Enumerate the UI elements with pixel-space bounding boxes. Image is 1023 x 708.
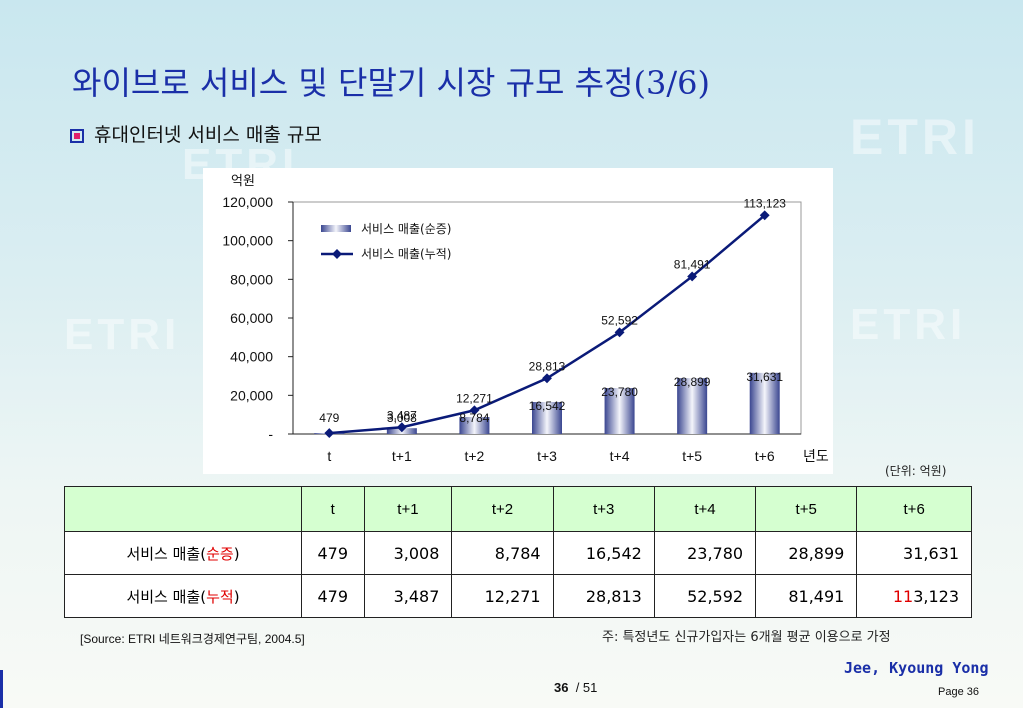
table-header-cell: t+6 [856,486,972,532]
table-row: 서비스 매출(순증) 479 3,008 8,784 16,542 23,780… [64,531,972,575]
bar-value-label: 23,780 [601,385,638,399]
line-value-label: 52,592 [601,313,638,327]
watermark-logo: ETRI [850,109,980,165]
slide-subtitle: 휴대인터넷 서비스 매출 규모 [70,120,322,147]
table-cell: 31,631 [856,531,972,575]
square-bullet-icon [70,129,84,143]
table-header-cell: t+2 [451,486,554,532]
bar-value-label: 31,631 [746,370,783,384]
bar [532,402,562,434]
legend-bar-swatch [321,225,351,232]
x-tick-label: t+5 [682,448,702,464]
x-tick-label: t+4 [610,448,630,464]
y-tick-label: 80,000 [230,271,273,287]
legend-line-label: 서비스 매출(누적) [361,247,451,261]
line-point [759,210,770,221]
bar [459,417,490,434]
line-point [396,422,407,433]
line-value-label: 113,123 [743,196,786,210]
table-header-cell [64,486,302,532]
left-accent-bar [0,670,3,708]
bar-value-label: 8,784 [459,411,489,425]
revenue-chart: - 20,000 40,000 60,000 80,000 100,000 120,000 억… [222,174,829,465]
line-value-label: 12,271 [456,391,493,405]
unit-note: (단위: 억원) [885,464,947,478]
table-cell: 3,487 [363,574,453,618]
bar-value-label: 479 [319,411,339,425]
bar [749,372,780,434]
table-cell: 52,592 [653,574,757,618]
watermark-logo: ETRI [64,310,181,359]
y-tick-label: 60,000 [230,310,273,326]
y-tick-label: 120,000 [222,194,273,210]
row-label: 서비스 매출(순증) [64,531,302,575]
x-axis-title: 년도 [803,449,829,465]
y-tick-label: 100,000 [222,233,273,249]
line-value-label: 81,491 [674,257,711,271]
y-tick-label: - [268,426,273,442]
bar-value-label: 3,008 [387,411,417,425]
y-tick-label: 20,000 [230,387,273,403]
x-tick-label: t+1 [392,448,412,464]
line-value-label: 3,487 [387,408,417,422]
table-cell: 28,899 [755,531,858,575]
author-name: Jee, Kyoung Yong [844,659,989,677]
row-label: 서비스 매출(누적) [64,574,302,618]
line-value-label: 28,813 [529,359,566,373]
bar-value-label: 16,542 [529,399,566,413]
table-cell: 479 [301,531,365,575]
x-tick-label: t+2 [464,448,484,464]
table-header-cell: t+3 [552,486,655,532]
x-tick-label: t+6 [755,448,775,464]
line-point [614,327,625,338]
legend-line-marker [332,249,342,259]
table-header-cell: t+4 [653,486,757,532]
y-tick-label: 40,000 [230,349,273,365]
y-axis-title: 억원 [231,174,255,189]
page-counter: 36 / 51 [554,680,598,695]
table-cell: 8,784 [451,531,554,575]
table-cell: 81,491 [755,574,858,618]
page-label: Page 36 [938,686,979,698]
watermark-logo: ETRI [850,300,967,349]
table-cell: 12,271 [451,574,554,618]
table-cell: 23,780 [653,531,757,575]
table-header-cell: t [301,486,365,532]
bar [677,378,708,434]
subtitle-text: 휴대인터넷 서비스 매출 규모 [94,124,322,146]
table-header-row: t t+1 t+2 t+3 t+4 t+5 t+6 [64,486,972,532]
table-header-cell: t+5 [755,486,858,532]
table-cell: 113,123 [856,574,972,618]
source-note: [Source: ETRI 네트워크경제연구팀, 2004.5] [80,632,305,646]
table-cell: 16,542 [552,531,655,575]
x-tick-label: t [327,448,331,464]
line-point [542,373,552,384]
table-cell: 28,813 [552,574,655,618]
bar-value-label: 28,899 [674,375,711,389]
x-tick-label: t+3 [537,448,557,464]
table-row: 서비스 매출(누적) 479 3,487 12,271 28,813 52,59… [64,574,972,618]
bar [604,388,635,434]
slide-title: 와이브로 서비스 및 단말기 시장 규모 추정(3/6) [72,64,710,102]
line-point [324,428,335,439]
chart-container: - 20,000 40,000 60,000 80,000 100,000 120,000 억… [203,168,833,474]
data-table: t t+1 t+2 t+3 t+4 t+5 t+6 서비스 매출(순증) 479… [64,486,972,618]
legend-bar-label: 서비스 매출(순증) [361,222,451,236]
table-cell: 479 [301,574,365,618]
footnote: 주: 특정년도 신규가입자는 6개월 평균 이용으로 가정 [602,630,891,645]
table-cell: 3,008 [363,531,453,575]
table-header-cell: t+1 [363,486,453,532]
